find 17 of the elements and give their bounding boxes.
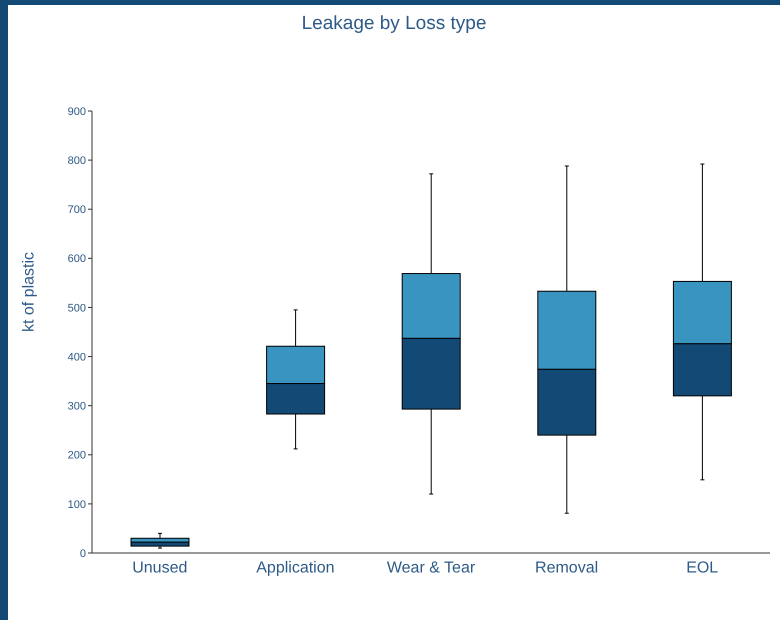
x-tick-label: Application [256,559,335,576]
chart-title: Leakage by Loss type [300,12,488,36]
y-tick-label: 400 [68,351,86,364]
y-tick-label: 0 [80,548,86,560]
y-tick-label: 800 [68,155,86,168]
y-tick-label: 600 [68,253,86,266]
x-tick-label: Wear & Tear [386,559,476,576]
y-tick-label: 700 [68,204,86,216]
y-tick-label: 100 [68,498,86,511]
y-tick-label: 900 [68,106,86,118]
y-tick-label: 500 [68,302,86,314]
x-tick-label: Removal [535,559,598,576]
y-axis-title: kt of plastic [20,252,38,332]
x-tick-label: Unused [132,559,188,576]
y-tick-label: 200 [68,450,86,462]
x-tick-label: EOL [686,559,718,576]
y-tick-label: 300 [68,400,86,413]
